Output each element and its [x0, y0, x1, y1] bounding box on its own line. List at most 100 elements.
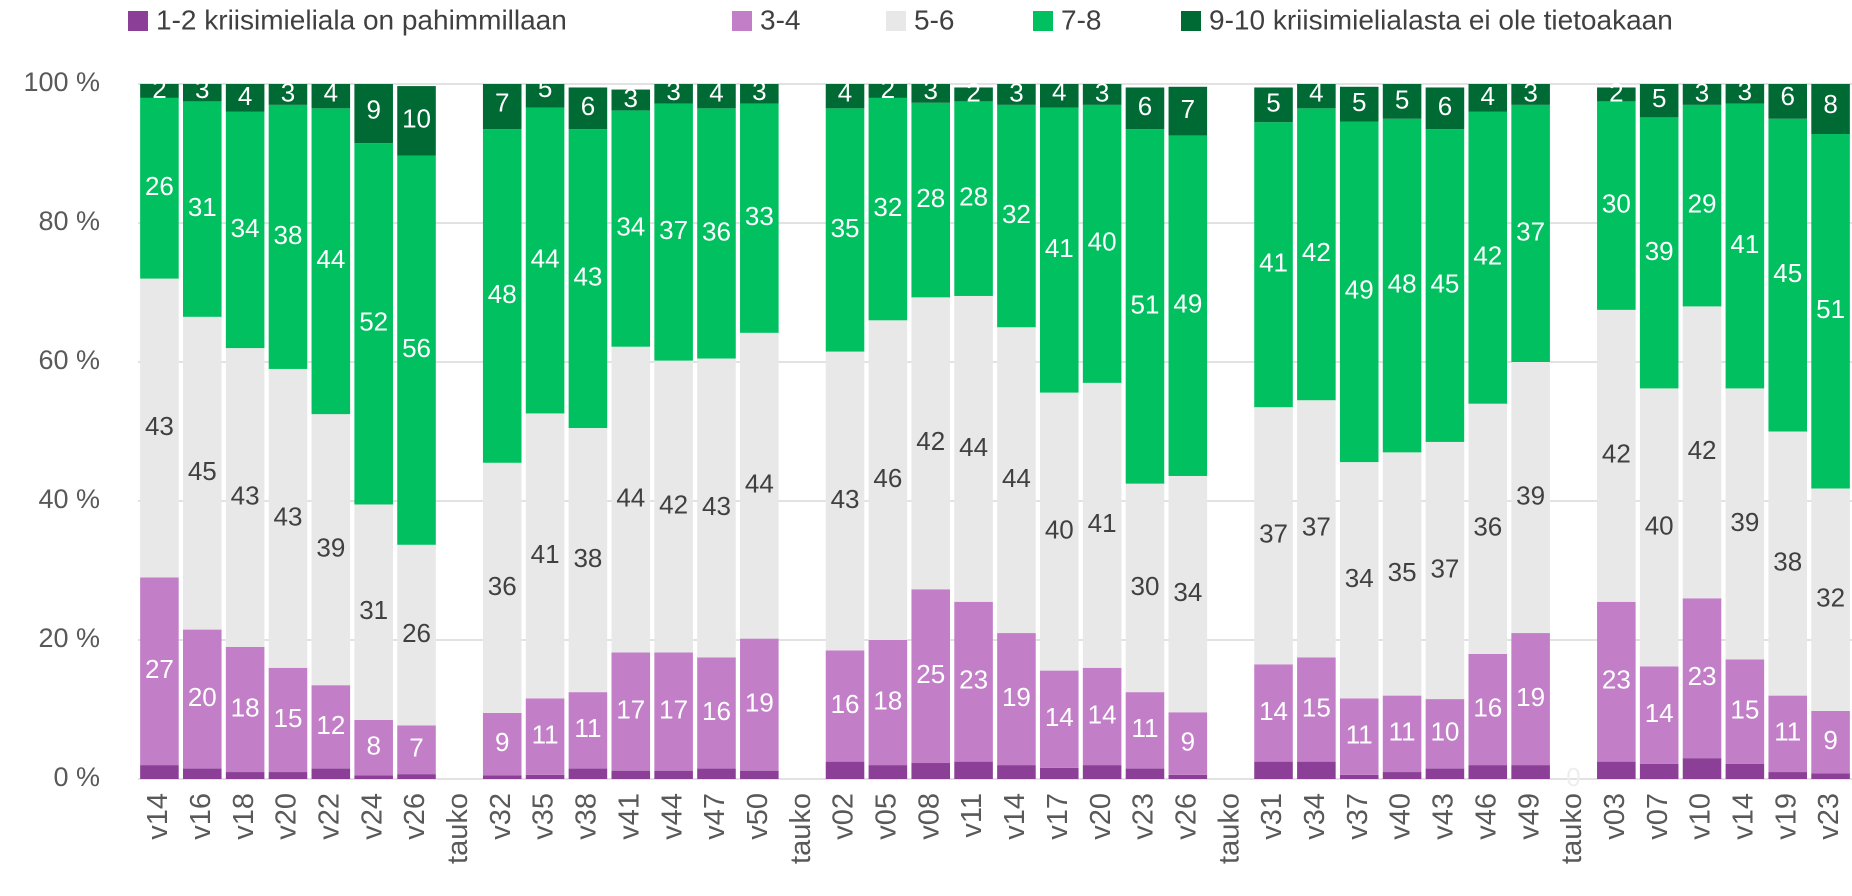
data-label: 6: [1138, 91, 1152, 121]
bar-segment: [1168, 774, 1208, 779]
data-label: 43: [145, 411, 174, 441]
data-label: 6: [1780, 81, 1794, 111]
bar-segment: [140, 577, 179, 766]
data-label: 40: [1088, 227, 1117, 257]
bar-segment: [1297, 657, 1336, 762]
y-tick-label: 80 %: [38, 206, 100, 236]
data-label: 4: [838, 77, 852, 107]
data-label: 34: [1345, 563, 1374, 593]
data-label: 14: [1259, 696, 1288, 726]
data-label: 11: [1346, 719, 1373, 749]
data-label: 8: [1823, 89, 1837, 119]
x-tick-label: v26: [1170, 793, 1202, 840]
x-tick-label: v20: [271, 793, 303, 840]
data-label: 7: [1181, 94, 1195, 124]
bar-segment: [397, 155, 436, 545]
bar-segment: [740, 332, 779, 639]
data-label: 5: [1652, 83, 1666, 113]
bar-segment: [1125, 483, 1165, 693]
bar-segment: [1382, 84, 1422, 119]
data-label: 3: [1695, 77, 1709, 107]
data-label: 2: [152, 74, 166, 104]
data-label: 36: [1473, 512, 1502, 542]
bar-segment: [311, 685, 351, 769]
bar-segment: [1725, 659, 1765, 764]
data-label: 3: [281, 77, 295, 107]
data-label: 45: [188, 456, 217, 486]
data-label: 4: [1052, 77, 1066, 107]
data-label: 38: [1773, 546, 1802, 576]
x-tick-label: tauko: [442, 793, 474, 864]
x-tick-label: v18: [228, 793, 260, 840]
data-label: 39: [1516, 480, 1545, 510]
bar-segment: [868, 640, 908, 766]
bar-segment: [1639, 763, 1679, 779]
bar-segment: [825, 351, 865, 651]
bar-segment: [1125, 129, 1165, 484]
bar-segment: [397, 725, 436, 775]
bar-segment: [1511, 633, 1550, 766]
data-label: 18: [231, 692, 260, 722]
bar-segment: [911, 84, 951, 103]
bar-segment: [1254, 87, 1293, 123]
data-label: 37: [1302, 512, 1331, 542]
bar-segment: [568, 692, 608, 769]
data-label: 6: [581, 91, 595, 121]
data-label: 46: [873, 463, 902, 493]
data-label: 26: [402, 618, 431, 648]
data-label: 15: [1730, 694, 1759, 724]
bar-segment: [482, 775, 522, 779]
data-label: 45: [1773, 258, 1802, 288]
data-label: 4: [1481, 81, 1495, 111]
data-label: 9: [495, 727, 509, 757]
bar-segment: [1511, 765, 1550, 779]
data-label: 23: [959, 665, 988, 695]
bar-segment: [697, 108, 736, 359]
bar-segment: [611, 770, 651, 779]
data-label: 51: [1131, 289, 1160, 319]
bar-segment: [1682, 598, 1722, 759]
data-label: 43: [831, 484, 860, 514]
data-label: 9: [366, 95, 380, 125]
data-label: 16: [702, 696, 731, 726]
bar-segment: [354, 143, 393, 505]
bar-segment: [1639, 84, 1679, 118]
bar-segment: [1339, 462, 1379, 699]
bar-segment: [482, 129, 522, 463]
bar-segment: [1639, 388, 1679, 667]
data-label: 40: [1645, 510, 1674, 540]
data-label: 18: [873, 685, 902, 715]
data-label: 10: [1430, 717, 1459, 747]
data-label: 16: [831, 689, 860, 719]
data-label: 5: [1352, 87, 1366, 117]
bar-segment: [1811, 710, 1850, 774]
data-label: 4: [709, 77, 723, 107]
bar-segment: [1382, 695, 1422, 773]
x-tick-label: v49: [1513, 793, 1545, 840]
x-tick-label: v31: [1256, 793, 1288, 840]
data-label: 27: [145, 654, 174, 684]
legend-swatch: [1181, 11, 1201, 31]
bar-segment: [868, 97, 908, 321]
x-tick-label: v02: [828, 793, 860, 840]
data-label: 44: [616, 482, 645, 512]
x-tick-label: v23: [1128, 793, 1160, 840]
bar-segment: [568, 129, 608, 429]
bar-segment: [525, 107, 565, 414]
legend-swatch: [128, 11, 148, 31]
x-tick-label: v14: [999, 793, 1031, 840]
data-label: 19: [745, 688, 774, 718]
data-label: 32: [1002, 199, 1031, 229]
data-label: 48: [488, 279, 517, 309]
bar-segment: [311, 108, 351, 415]
bar-segment: [1811, 134, 1850, 489]
bar-segment: [225, 646, 265, 773]
data-label: 29: [1688, 189, 1717, 219]
bar-segment: [354, 84, 393, 144]
bar-segment: [1639, 117, 1679, 389]
bar-segment: [825, 108, 865, 352]
data-label: 6: [1438, 91, 1452, 121]
data-label: 3: [923, 75, 937, 105]
data-label: 32: [1816, 583, 1845, 613]
